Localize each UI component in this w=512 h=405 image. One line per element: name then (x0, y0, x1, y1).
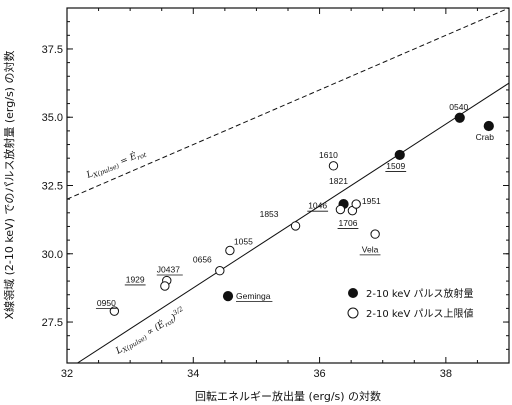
detected-pulsar-point (454, 112, 465, 123)
x-tick-label: 34 (187, 368, 199, 380)
point-label: 1046 (308, 201, 327, 211)
x-tick-label: 38 (440, 368, 452, 380)
point-label: 1610 (319, 150, 338, 160)
reference-lines (67, 8, 509, 363)
y-tick-label: 32.5 (42, 181, 63, 193)
point-label: 1055 (234, 236, 253, 246)
legend-filled-label: 2-10 keV パルス放射量 (366, 287, 473, 300)
y-axis-title: X線領域 (2-10 keV) でのパルス放射量 (erg/s) の対数 (2, 51, 16, 320)
upper-limit-point (370, 229, 380, 239)
data-points (109, 112, 494, 316)
upper-limit-point (351, 199, 361, 209)
dashed-reference-line (67, 8, 509, 200)
upper-limit-point (215, 266, 225, 276)
point-label: 0656 (193, 255, 212, 265)
dashed-line-label: LX(pulse) = Ėrot (84, 146, 148, 182)
detected-pulsar-point (222, 290, 234, 302)
y-tick-label: 35.0 (42, 112, 63, 124)
point-label: 0950 (97, 298, 116, 308)
point-label: 1951 (362, 196, 381, 206)
axis-ticks: 32 34 36 38 27.5 30.0 32.5 35.0 37.5 (42, 8, 509, 380)
upper-limit-point (335, 204, 346, 215)
point-label: 1821 (329, 176, 348, 186)
solid-line-label: LX(pulse) ∝ (Ėrot)3/2 (112, 305, 188, 358)
y-tick-label: 30.0 (42, 249, 63, 261)
point-label: 1706 (339, 218, 358, 228)
point-label: Vela (362, 244, 379, 254)
point-label: 0540 (449, 102, 468, 112)
x-axis-title: 回転エネルギー放出量 (erg/s) の対数 (195, 389, 381, 403)
legend-open-label: 2-10 keV パルス上限値 (366, 307, 473, 320)
point-label: Crab (476, 132, 495, 142)
y-tick-label: 27.5 (42, 317, 63, 329)
solid-fit-line (76, 82, 509, 363)
y-tick-label: 37.5 (42, 44, 63, 56)
point-labels: 0540 Crab 1509 Geminga 1610 1055 0656 J0437 0950… (95, 102, 495, 310)
x-tick-label: 36 (313, 368, 325, 380)
detected-pulsar-point (483, 120, 494, 132)
upper-limit-point (109, 306, 120, 316)
upper-limit-point (225, 245, 235, 256)
legend: 2-10 keV パルス放射量 2-10 keV パルス上限値 (347, 287, 473, 320)
point-label: Geminga (236, 291, 271, 301)
upper-limit-point (290, 221, 301, 231)
legend-filled-marker (348, 288, 358, 298)
detected-pulsar-point (394, 149, 405, 161)
point-label: J0437 (157, 265, 180, 275)
x-tick-label: 32 (61, 368, 73, 380)
point-label: 1929 (126, 274, 145, 284)
upper-limit-point (160, 281, 170, 291)
upper-limit-point (328, 161, 339, 171)
point-label: 1853 (260, 209, 279, 219)
legend-open-marker (347, 307, 359, 319)
point-label: 1509 (386, 161, 405, 171)
